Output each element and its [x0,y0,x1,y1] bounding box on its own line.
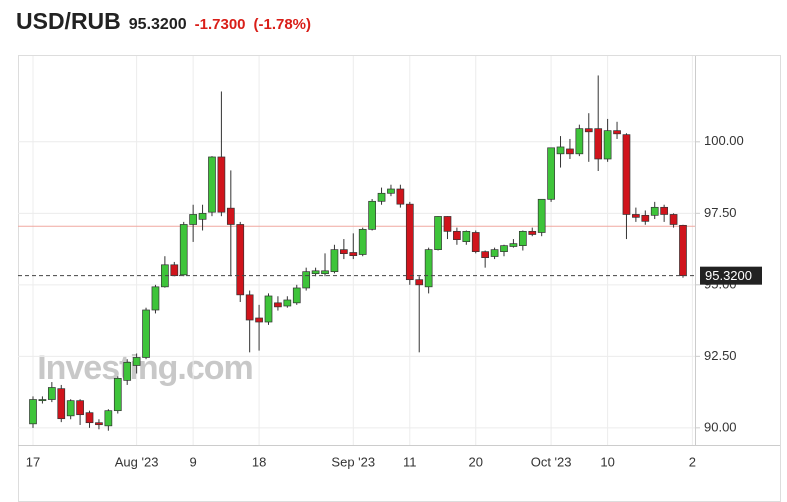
candle-body [302,271,311,289]
candle-body [650,206,659,216]
candle-body [198,212,207,220]
candle-body [584,128,593,133]
candle-body [255,317,263,323]
candle-body [76,400,84,416]
candle-body [387,188,395,194]
candle-body [556,146,565,155]
candle-body [405,203,414,281]
candle-body [236,224,245,296]
candle-body [170,264,179,277]
last-price-box [700,266,762,285]
candle-body [123,361,132,381]
candle-body [179,224,188,276]
candle-body [142,309,150,358]
candle-body [613,130,621,135]
candle-body [85,412,94,424]
y-tick-label: 97.50 [704,205,737,220]
y-tick-label: 92.50 [704,348,737,363]
candle-body [104,410,113,427]
candle-body [132,357,141,366]
change: -1.7300 [194,16,246,33]
candle-body [575,128,584,155]
candle-body [226,207,235,225]
candle-body [424,249,433,288]
candle-body [208,156,216,213]
x-tick-label: 18 [252,454,266,469]
candle-body [603,130,612,160]
change-pct: (-1.78%) [253,16,312,33]
candle-body [528,230,537,235]
candle-body [471,232,480,252]
candle-body [669,214,678,225]
last-price-label: 95.3200 [705,268,752,283]
candle-body [311,270,320,275]
candle-body [264,295,273,323]
x-tick-label: 2 [689,454,696,469]
candle-body [660,206,668,215]
candle-body [594,128,603,160]
candle-body [434,216,442,250]
candle-body [377,192,386,202]
candle-body [518,230,527,246]
candle-body [500,245,508,252]
candle-body [537,198,546,233]
candle-body [462,230,471,242]
candle-body [95,422,103,426]
candle-body [29,399,37,425]
price: 95.3200 [128,16,187,33]
candle-body [368,200,376,230]
candle-body [396,188,405,205]
candle-body [641,214,650,222]
x-tick-label: 11 [403,454,417,469]
x-tick-label: 17 [26,454,40,469]
candle-body [509,243,518,247]
candle-body [217,156,226,213]
x-tick-label: Aug '23 [115,454,159,469]
candle-body [566,148,574,155]
candle-body [57,388,66,420]
candle-body [330,249,339,273]
candle-body [481,251,490,259]
candle-body [38,399,47,402]
candle-body [490,249,499,257]
candle-body [274,302,282,308]
candle-body [632,214,640,218]
candle-body [679,224,687,277]
x-tick-label: 9 [190,454,197,469]
x-tick-label: Sep '23 [331,454,375,469]
candle-body [340,249,348,254]
candle-body [283,299,292,307]
candle-body [113,378,122,412]
candle-body [47,387,56,400]
candle-body [189,214,197,225]
candle-body [547,147,555,200]
x-tick-label: 10 [600,454,614,469]
x-tick-label: Oct '23 [531,454,572,469]
candle-body [292,287,301,304]
candle-body [358,228,367,255]
candle-body [245,294,254,321]
candle-body [415,279,424,286]
symbol: USD/RUB [16,8,121,34]
candle-body [443,216,452,232]
candle-body [622,134,631,215]
header: USD/RUB 95.3200 -1.7300 (-1.78%) [16,8,311,40]
y-tick-label: 90.00 [704,419,737,434]
candle-body [453,230,461,240]
candle-body [151,286,160,311]
chart-frame [18,55,781,502]
candle-body [321,270,329,275]
y-tick-label: 100.00 [704,133,744,148]
candle-body [349,252,358,256]
candle-body [66,400,75,417]
x-tick-label: 20 [469,454,483,469]
